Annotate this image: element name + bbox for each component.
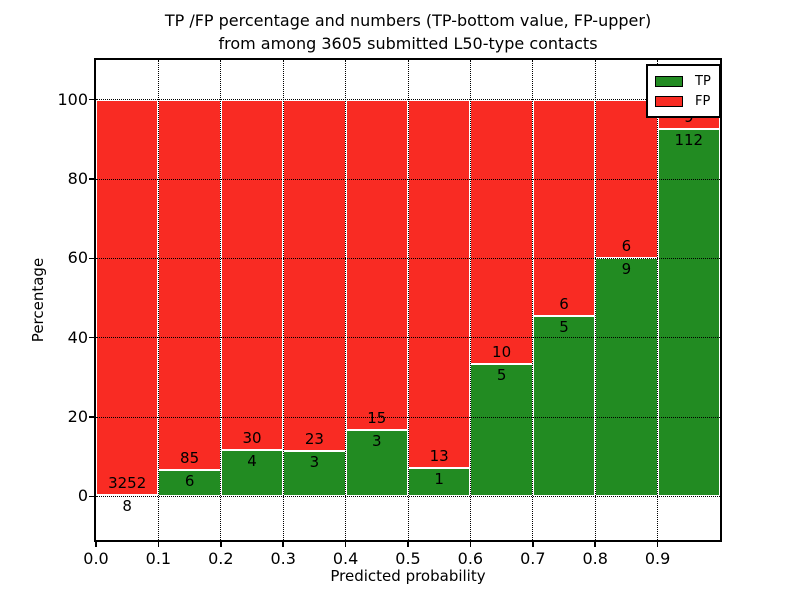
- y-tick: [89, 98, 94, 101]
- x-axis-label: Predicted probability: [330, 567, 486, 585]
- y-tick: [89, 257, 94, 260]
- x-tick-label: 0.1: [145, 549, 172, 568]
- x-grid-line: [282, 60, 284, 540]
- chart-title: TP /FP percentage and numbers (TP-bottom…: [96, 9, 720, 55]
- tp-count-label: 5: [496, 366, 507, 385]
- x-tick: [220, 542, 222, 547]
- bar-fp-segment: [96, 99, 159, 496]
- x-tick: [157, 542, 160, 547]
- legend-item: FP: [655, 91, 711, 111]
- bar-tp-segment: [158, 470, 221, 497]
- y-grid-line: [96, 495, 720, 497]
- x-tick: [95, 542, 97, 547]
- bar-tp-segment: [408, 468, 471, 497]
- bar-tp-segment: [283, 450, 346, 497]
- legend-label: FP: [695, 93, 711, 109]
- fp-count-label: 85: [180, 449, 200, 468]
- plot-area: 3252885630423315313110565699112: [94, 58, 722, 542]
- fp-count-label: 3252: [108, 474, 147, 493]
- fp-count-label: 6: [621, 237, 632, 256]
- x-tick: [282, 542, 284, 547]
- bar-fp-segment: [158, 99, 221, 471]
- y-grid-line: [96, 178, 720, 180]
- x-tick-label: 0.4: [332, 549, 359, 568]
- fp-count-label: 6: [559, 295, 569, 314]
- tp-count-label: 9: [621, 260, 632, 279]
- y-tick: [89, 495, 94, 498]
- chart-title-line2: from among 3605 submitted L50-type conta…: [218, 34, 598, 53]
- chart-title-line1: TP /FP percentage and numbers (TP-bottom…: [164, 11, 652, 30]
- bar-tp-segment: [595, 258, 658, 497]
- x-grid-line: [407, 60, 409, 540]
- legend-item: TP: [655, 71, 711, 91]
- y-grid-line: [96, 99, 720, 101]
- bar-fp-segment: [345, 99, 408, 431]
- bar-fp-segment: [470, 99, 533, 365]
- bar-tp-segment: [532, 316, 596, 497]
- x-tick: [532, 542, 534, 547]
- y-grid-line: [96, 257, 720, 259]
- bar-tp-segment: [220, 449, 284, 497]
- x-tick: [344, 542, 347, 547]
- y-tick: [89, 178, 94, 180]
- tp-count-label: 3: [372, 432, 382, 451]
- y-tick: [89, 336, 94, 339]
- tp-count-label: 4: [247, 451, 257, 470]
- y-tick-label: 80: [67, 169, 88, 188]
- x-tick-label: 0.0: [83, 549, 109, 568]
- x-grid-line: [657, 60, 659, 540]
- bar-tp-segment: [657, 129, 720, 497]
- fp-count-label: 15: [367, 409, 387, 428]
- tp-count-label: 3: [309, 452, 320, 471]
- fp-count-label: 23: [304, 429, 324, 448]
- legend-swatch-tp: [655, 75, 683, 87]
- x-grid-line: [532, 60, 534, 540]
- bar-fp-segment: [408, 99, 471, 468]
- x-tick-label: 0.8: [582, 549, 608, 568]
- bar-fp-segment: [532, 99, 596, 317]
- tp-count-label: 8: [122, 497, 132, 516]
- y-tick-label: 60: [67, 248, 88, 268]
- bar-fp-segment: [283, 99, 346, 451]
- x-tick-label: 0.7: [520, 549, 546, 568]
- x-tick: [469, 542, 472, 547]
- legend: TP FP: [646, 64, 721, 118]
- tp-count-label: 5: [559, 318, 569, 337]
- y-tick-label: 40: [67, 327, 88, 347]
- x-tick-label: 0.5: [395, 549, 421, 568]
- y-tick-label: 20: [67, 407, 88, 427]
- tp-count-label: 6: [184, 472, 195, 491]
- legend-swatch-fp: [655, 95, 683, 107]
- bar-tp-segment: [345, 430, 408, 497]
- x-tick-label: 0.6: [457, 549, 484, 568]
- x-tick: [407, 542, 409, 547]
- x-grid-line: [594, 60, 596, 540]
- bar-tp-segment: [470, 364, 533, 497]
- x-tick-label: 0.9: [644, 549, 671, 568]
- x-grid-line: [220, 60, 222, 540]
- x-tick: [594, 542, 596, 547]
- fp-count-label: 13: [429, 447, 449, 466]
- y-tick-label: 0: [77, 486, 88, 506]
- x-tick: [656, 542, 659, 547]
- x-grid-line: [345, 60, 347, 540]
- y-tick: [89, 416, 94, 418]
- bar-fp-segment: [220, 99, 284, 450]
- fp-count-label: 10: [492, 343, 512, 362]
- x-grid-line: [469, 60, 471, 540]
- x-grid-line: [157, 60, 159, 540]
- y-grid-line: [96, 416, 720, 418]
- x-tick-label: 0.3: [270, 549, 296, 568]
- x-tick-label: 0.2: [208, 549, 234, 568]
- legend-label: TP: [695, 73, 711, 89]
- tp-count-label: 112: [674, 131, 704, 150]
- y-grid-line: [96, 337, 720, 339]
- fp-count-label: 30: [242, 428, 262, 447]
- y-tick-label: 100: [57, 89, 88, 109]
- tp-count-label: 1: [434, 470, 444, 489]
